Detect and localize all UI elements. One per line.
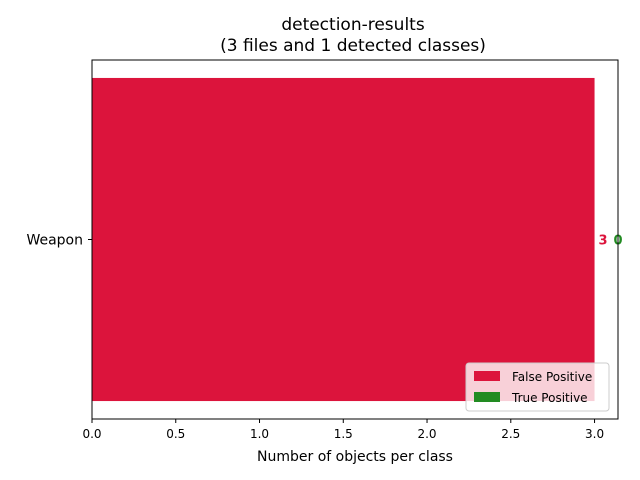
data-label-false-positive: 3	[599, 234, 608, 249]
x-tick-label: 2.0	[417, 427, 436, 441]
legend-label-false-positive: False Positive	[512, 370, 592, 384]
legend: False Positive True Positive	[465, 362, 610, 412]
x-tick-label: 0.0	[82, 427, 101, 441]
x-tick-label: 3.0	[585, 427, 604, 441]
x-tick-label: 1.0	[250, 427, 269, 441]
x-tick-label: 1.5	[334, 427, 353, 441]
plot-area: Weapon 3 00.0 0.5 1.0 1.5 2.0 2.5 3.0	[26, 59, 623, 441]
legend-box	[465, 362, 610, 412]
chart-title: detection-results	[281, 15, 425, 35]
x-axis-title: Number of objects per class	[257, 449, 453, 465]
plot-frame	[91, 59, 619, 420]
chart-subtitle: (3 files and 1 detected classes)	[220, 36, 486, 56]
y-tick-label-weapon: Weapon	[26, 233, 83, 249]
bar-false-positive-weapon	[92, 77, 595, 402]
x-tick-label: 0.5	[166, 427, 185, 441]
legend-swatch-true-positive	[474, 392, 500, 402]
legend-swatch-false-positive	[474, 371, 500, 381]
x-tick-label: 2.5	[501, 427, 520, 441]
legend-label-true-positive: True Positive	[511, 391, 588, 405]
